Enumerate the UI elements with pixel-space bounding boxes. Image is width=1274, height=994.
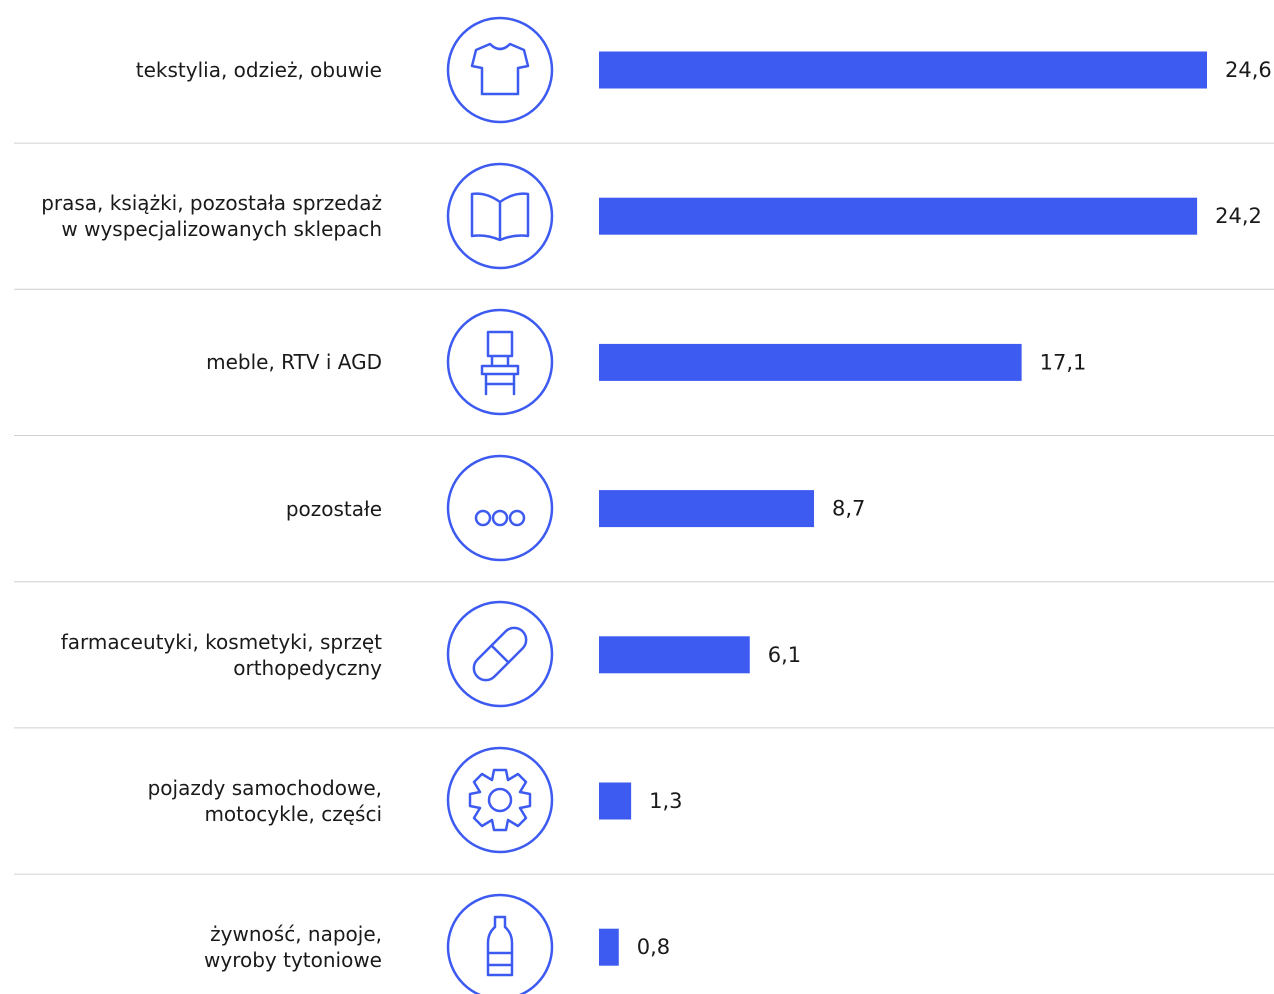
value-label: 24,6 — [1225, 58, 1272, 82]
icon-book — [446, 162, 554, 270]
icon-gear — [446, 746, 554, 854]
icon-pill — [446, 600, 554, 708]
icon-shirt — [446, 16, 554, 124]
bar — [599, 51, 1207, 89]
icon-dots — [446, 454, 554, 562]
icons — [446, 16, 554, 994]
value-label: 24,2 — [1215, 204, 1262, 228]
category-label: meble, RTV i AGD — [206, 350, 382, 375]
bar — [599, 928, 619, 966]
icon-bottle — [446, 893, 554, 994]
category-label: żywność, napoje, wyroby tytoniowe — [204, 922, 382, 973]
value-label: 6,1 — [768, 643, 801, 667]
bar — [599, 782, 632, 820]
value-label: 0,8 — [637, 935, 670, 959]
icon-chair — [446, 308, 554, 416]
bar — [599, 343, 1022, 381]
category-label: prasa, książki, pozostała sprzedaż w wys… — [41, 191, 382, 242]
bar — [599, 636, 750, 674]
category-label: pojazdy samochodowe, motocykle, części — [147, 776, 382, 826]
bar — [599, 490, 815, 528]
bar — [599, 197, 1198, 235]
category-label: tekstylia, odzież, obuwie — [135, 58, 382, 82]
category-label: farmaceutyki, kosmetyki, sprzęt orthoped… — [60, 629, 382, 680]
value-label: 1,3 — [649, 789, 682, 813]
category-label: pozostałe — [285, 496, 382, 521]
value-label: 8,7 — [832, 497, 865, 521]
value-label: 17,1 — [1040, 350, 1087, 374]
